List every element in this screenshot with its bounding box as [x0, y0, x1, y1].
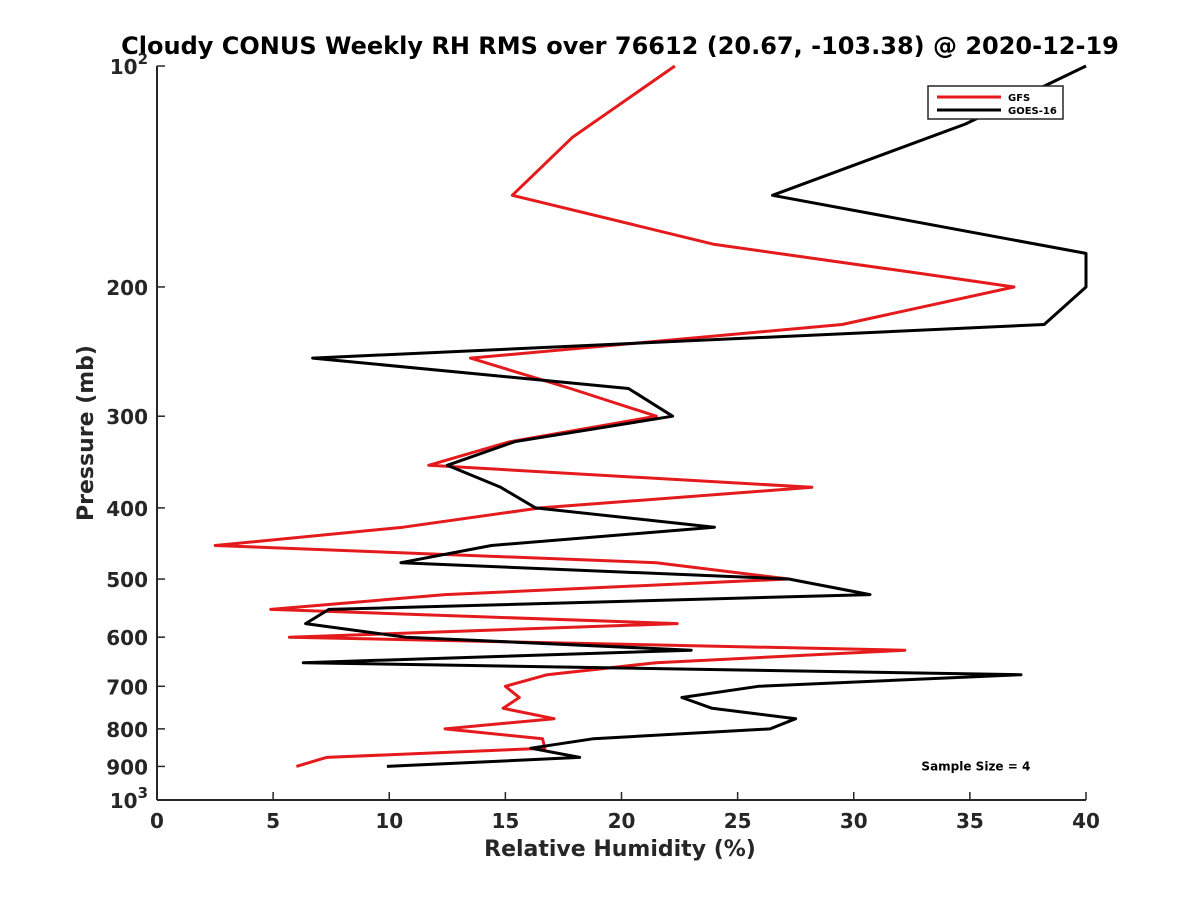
series-line-goes-16	[301, 64, 1088, 768]
series-line-gfs	[213, 64, 1016, 768]
x-tick-label: 20	[608, 809, 636, 833]
plot-area: 0 5 10 15 20 25 30 35 40 102 200 300 400 500 600 700 80…	[106, 50, 1100, 833]
y-tick-label: 200	[106, 276, 148, 300]
y-tick-label: 400	[106, 497, 148, 521]
y-tick-label: 500	[106, 568, 148, 592]
x-axis-label: Relative Humidity (%)	[484, 837, 756, 862]
x-tick-label: 25	[724, 809, 752, 833]
annotation-layer: Sample Size = 4	[921, 759, 1030, 773]
x-tick-label: 30	[840, 809, 868, 833]
series-layer	[213, 64, 1088, 768]
y-tick-label: 800	[106, 718, 148, 742]
y-tick-label: 300	[106, 405, 148, 429]
y-axis-label: Pressure (mb)	[74, 345, 99, 521]
x-tick-label: 35	[956, 809, 984, 833]
legend-label: GFS	[1008, 93, 1030, 104]
y-tick-label: 103	[110, 784, 148, 813]
y-tick-label: 900	[106, 755, 148, 779]
x-ticks: 0 5 10 15 20 25 30 35 40	[150, 792, 1100, 833]
chart-title: Cloudy CONUS Weekly RH RMS over 76612 (2…	[121, 32, 1119, 60]
x-tick-label: 10	[375, 809, 403, 833]
x-tick-label: 5	[266, 809, 280, 833]
x-tick-label: 40	[1072, 809, 1100, 833]
y-tick-label: 700	[106, 675, 148, 699]
x-tick-label: 15	[491, 809, 519, 833]
sample-size-annotation: Sample Size = 4	[921, 759, 1030, 773]
legend-box	[927, 85, 1064, 120]
legend: GFS GOES-16	[927, 85, 1064, 120]
y-tick-label: 102	[110, 50, 148, 79]
x-tick-label: 0	[150, 809, 164, 833]
legend-label: GOES-16	[1008, 106, 1057, 117]
y-ticks: 102 200 300 400 500 600 700 800 900 103	[106, 50, 165, 813]
y-tick-label: 600	[106, 626, 148, 650]
